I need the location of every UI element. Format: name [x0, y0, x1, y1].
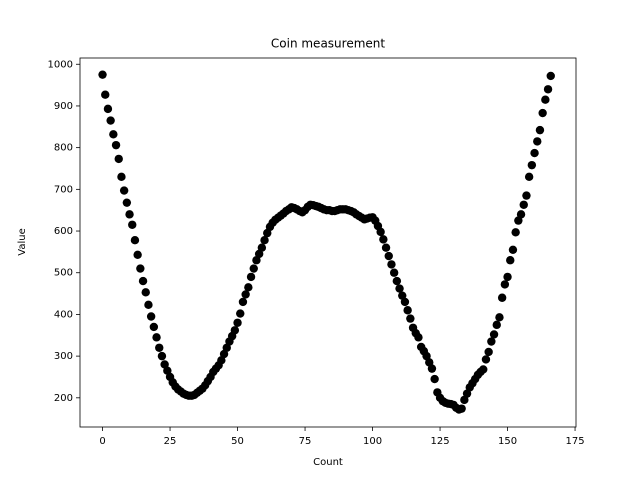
axes-frame [79, 57, 577, 428]
point [376, 227, 385, 237]
point [146, 312, 156, 321]
x-tick-label: 125 [431, 436, 450, 447]
y-tick-label: 600 [54, 226, 73, 237]
point [230, 326, 240, 335]
point [387, 260, 396, 269]
point [241, 290, 250, 299]
point [489, 330, 499, 339]
point [497, 293, 507, 302]
point [244, 283, 253, 292]
point [379, 235, 388, 244]
point [538, 108, 547, 118]
point [479, 365, 488, 374]
point [106, 116, 115, 125]
point [546, 71, 555, 81]
x-tick-label: 50 [231, 436, 244, 447]
y-tick-label: 700 [54, 184, 73, 195]
x-tick-label: 150 [498, 436, 517, 447]
point [233, 318, 242, 327]
point [395, 284, 404, 293]
y-tick-label: 500 [54, 268, 73, 279]
point [427, 364, 437, 373]
point [541, 95, 550, 104]
point [508, 245, 518, 254]
point [128, 220, 137, 229]
point [138, 276, 148, 286]
point [109, 130, 118, 139]
point [481, 355, 491, 364]
point [249, 264, 258, 273]
point [406, 314, 415, 323]
point [114, 154, 123, 164]
point [392, 276, 402, 286]
x-axis-label: Count [313, 457, 343, 468]
point [246, 272, 256, 282]
point [533, 137, 542, 146]
point [500, 280, 510, 289]
point [506, 256, 515, 265]
point [149, 322, 159, 332]
point [98, 70, 107, 79]
point [152, 333, 161, 342]
point [236, 309, 245, 318]
point [384, 251, 393, 261]
x-tick-label: 175 [566, 436, 585, 447]
point [487, 337, 496, 346]
point [260, 236, 269, 245]
y-tick-label: 800 [54, 143, 73, 154]
point [381, 243, 391, 252]
point [133, 250, 142, 259]
point [522, 191, 531, 200]
point [484, 347, 493, 357]
y-tick-label: 1000 [48, 59, 73, 70]
point [511, 228, 520, 237]
point [130, 236, 140, 245]
y-tick-label: 400 [54, 309, 73, 320]
point [524, 172, 534, 182]
point [430, 374, 439, 384]
point [125, 210, 134, 219]
point [527, 160, 537, 170]
point [117, 172, 126, 182]
point [144, 300, 153, 310]
point [157, 351, 167, 361]
x-tick-label: 0 [99, 436, 105, 447]
point [111, 140, 121, 150]
point [389, 268, 399, 277]
point [101, 90, 110, 99]
point [516, 210, 526, 219]
point [543, 85, 553, 94]
point [492, 320, 501, 330]
y-tick-label: 900 [54, 101, 73, 112]
point [519, 200, 528, 209]
point [141, 288, 150, 297]
point [535, 125, 545, 135]
point [457, 404, 466, 413]
point [238, 297, 248, 307]
point [119, 186, 129, 195]
x-tick-label: 100 [363, 436, 382, 447]
x-tick-label: 75 [299, 436, 312, 447]
point [414, 333, 423, 342]
x-tick-label: 25 [164, 436, 177, 447]
point [495, 313, 504, 322]
point [530, 148, 539, 158]
chart-title: Coin measurement [271, 37, 385, 51]
point [155, 343, 164, 352]
point [122, 198, 132, 207]
point [503, 272, 512, 282]
point [400, 297, 410, 307]
y-tick-label: 300 [54, 351, 73, 362]
y-tick-label: 200 [54, 393, 73, 404]
y-axis-label: Value [17, 228, 28, 255]
point [257, 243, 267, 252]
point [136, 264, 145, 273]
point [103, 104, 113, 114]
point [403, 306, 412, 315]
